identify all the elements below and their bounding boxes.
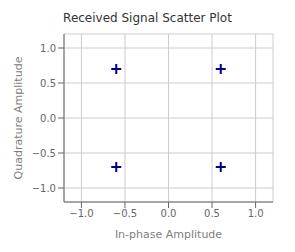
svg-text:0.5: 0.5 bbox=[40, 78, 56, 89]
html-text:Received Signal Scatter Plot: Received Signal Scatter Plot bbox=[63, 11, 232, 25]
svg-text:−0.5: −0.5 bbox=[113, 208, 137, 219]
svg-text:1.0: 1.0 bbox=[40, 43, 56, 54]
svg-text:0.0: 0.0 bbox=[161, 208, 177, 219]
svg-text:1.0: 1.0 bbox=[248, 208, 264, 219]
svg-text:In-phase Amplitude: In-phase Amplitude bbox=[115, 228, 222, 241]
svg-text:0.0: 0.0 bbox=[40, 113, 56, 124]
svg-text:−1.0: −1.0 bbox=[32, 183, 56, 194]
svg-text:−1.0: −1.0 bbox=[69, 208, 93, 219]
svg-text:0.5: 0.5 bbox=[204, 208, 220, 219]
svg-text:−0.5: −0.5 bbox=[32, 148, 56, 159]
svg-text:Quadrature Amplitude: Quadrature Amplitude bbox=[12, 56, 25, 179]
